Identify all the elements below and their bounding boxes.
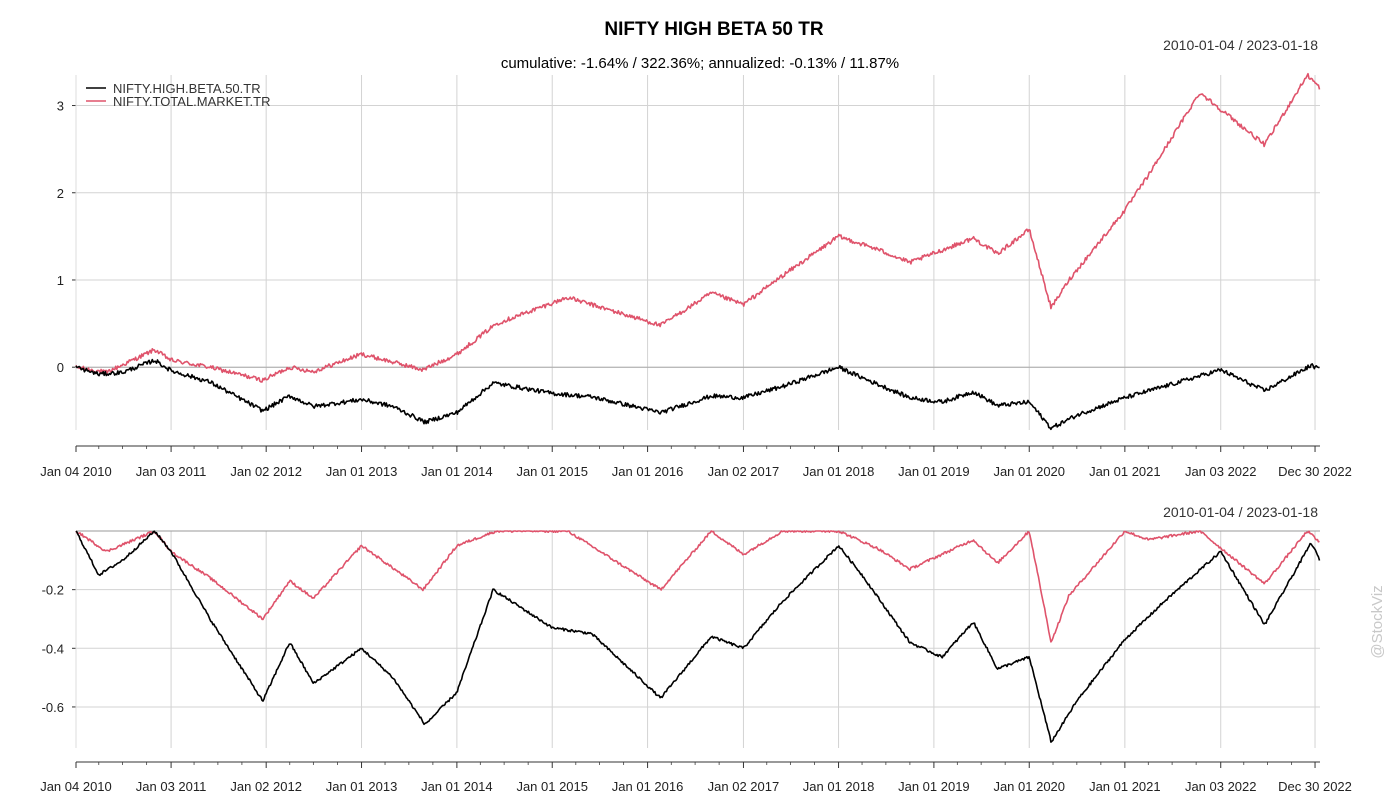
x-tick-label: Jan 01 2014 (421, 779, 493, 794)
x-tick-label: Jan 01 2013 (326, 464, 398, 479)
series-line-high-beta-top (75, 358, 1320, 431)
series-line-total-market-top (75, 72, 1321, 383)
y-tick-label: -0.2 (42, 583, 64, 598)
x-tick-label: Jan 01 2013 (326, 779, 398, 794)
series-line-high-beta-bottom (75, 530, 1321, 743)
y-tick-label: 2 (57, 186, 64, 201)
y-tick-label: 3 (57, 99, 64, 114)
x-tick-label: Jan 01 2015 (516, 779, 588, 794)
x-tick-label: Jan 02 2017 (708, 779, 780, 794)
x-tick-label: Jan 03 2011 (136, 464, 207, 479)
series-line-total-market-bottom (75, 530, 1320, 643)
x-tick-label: Jan 03 2011 (136, 779, 207, 794)
x-tick-label: Jan 01 2015 (516, 464, 588, 479)
y-tick-label: 0 (57, 360, 64, 375)
x-tick-label: Jan 02 2012 (230, 779, 302, 794)
x-tick-label: Jan 03 2022 (1185, 779, 1257, 794)
legend-label-total-market: NIFTY.TOTAL.MARKET.TR (113, 94, 270, 109)
x-tick-label: Jan 01 2019 (898, 464, 970, 479)
drawdown-panel: Jan 04 2010 Jan 03 2011 Jan 02 2012 Jan 01 … (40, 530, 1352, 794)
x-tick-label: Jan 02 2017 (708, 464, 780, 479)
x-tick-label: Jan 01 2021 (1089, 464, 1161, 479)
x-tick-label: Jan 01 2020 (993, 464, 1065, 479)
x-tick-label: Jan 01 2016 (612, 464, 684, 479)
chart-title: NIFTY HIGH BETA 50 TR (604, 19, 824, 40)
y-tick-label: -0.4 (42, 641, 64, 656)
x-tick-label: Dec 30 2022 (1278, 779, 1352, 794)
x-tick-label: Jan 01 2018 (803, 779, 875, 794)
chart-subtitle: cumulative: -1.64% / 322.36%; annualized… (501, 55, 899, 72)
x-tick-label: Jan 02 2012 (230, 464, 302, 479)
bottom-date-range: 2010-01-04 / 2023-01-18 (1163, 504, 1318, 520)
x-tick-label: Jan 04 2010 (40, 464, 112, 479)
x-tick-label: Jan 01 2018 (803, 464, 875, 479)
legend: NIFTY.HIGH.BETA.50.TR NIFTY.TOTAL.MARKET… (86, 81, 270, 109)
y-tick-label: 1 (57, 273, 64, 288)
x-tick-label: Jan 04 2010 (40, 779, 112, 794)
top-date-range: 2010-01-04 / 2023-01-18 (1163, 37, 1318, 53)
watermark: @StockViz (1369, 585, 1386, 658)
cumulative-panel: Jan 04 2010 Jan 03 2011 Jan 02 2012 Jan 01 … (40, 72, 1352, 479)
y-tick-label: -0.6 (42, 700, 64, 715)
x-tick-label: Jan 01 2014 (421, 464, 493, 479)
x-tick-label: Jan 01 2016 (612, 779, 684, 794)
x-tick-label: Jan 03 2022 (1185, 464, 1257, 479)
x-tick-label: Jan 01 2020 (993, 779, 1065, 794)
x-tick-label: Jan 01 2021 (1089, 779, 1161, 794)
x-tick-label: Dec 30 2022 (1278, 464, 1352, 479)
legend-label-high-beta: NIFTY.HIGH.BETA.50.TR (113, 81, 261, 96)
x-tick-label: Jan 01 2019 (898, 779, 970, 794)
